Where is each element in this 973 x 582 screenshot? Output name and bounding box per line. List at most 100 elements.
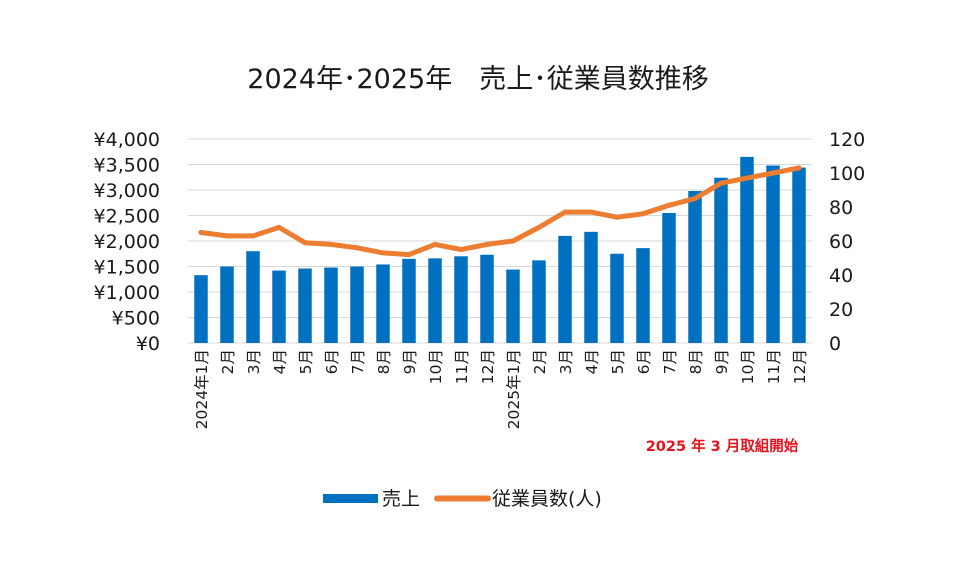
line-series <box>198 165 802 258</box>
line-point <box>796 165 802 171</box>
annotation-start: 2025 年 3 月取組開始 <box>646 437 799 455</box>
line-point <box>458 247 464 252</box>
bar <box>428 258 442 343</box>
line-point <box>276 224 282 230</box>
y-right-tick-label: 0 <box>829 333 841 355</box>
line-point <box>510 238 516 244</box>
y-right-tick-label: 100 <box>829 163 865 185</box>
bar <box>246 251 260 343</box>
line-point <box>562 209 568 215</box>
legend: 売上 従業員数(人) <box>323 488 602 510</box>
x-tick-label: 2024年1月 <box>193 349 211 429</box>
x-axis: 2024年1月 2月 3月 4月 5月 6月 7月 8月 9月 10月 11月 12月 2025年1月 2… <box>193 349 809 429</box>
x-tick-label: 4月 <box>271 349 289 374</box>
bar <box>454 256 468 343</box>
x-tick-label: 3月 <box>245 349 263 374</box>
bar <box>558 235 572 343</box>
line-point <box>380 250 386 256</box>
bar <box>688 191 702 343</box>
x-tick-label: 9月 <box>401 349 419 374</box>
line-point <box>692 196 698 201</box>
x-tick-label: 2月 <box>531 349 549 374</box>
bar <box>376 264 390 343</box>
x-tick-label: 10月 <box>427 349 445 384</box>
x-tick-label: 9月 <box>713 349 731 374</box>
legend-swatch-sales <box>323 494 378 503</box>
x-tick-label: 7月 <box>661 349 679 374</box>
y-right-tick-label: 20 <box>829 299 853 321</box>
y-left-tick-label: ¥3,500 <box>94 155 160 177</box>
bar <box>298 268 312 343</box>
x-tick-label: 6月 <box>323 349 341 374</box>
y-left-tick-label: ¥0 <box>136 333 160 355</box>
x-tick-label: 2月 <box>219 349 237 374</box>
bar <box>272 270 286 343</box>
bar <box>662 212 676 343</box>
chart-title: 2024年･2025年 売上･従業員数推移 <box>247 64 708 95</box>
bar <box>714 177 728 343</box>
y-axis-left: ¥0 ¥500 ¥1,000 ¥1,500 ¥2,000 ¥2,500 ¥3,000 ¥3,5… <box>94 129 160 355</box>
x-tick-label: 12月 <box>791 349 809 384</box>
x-tick-label: 2025年1月 <box>505 349 523 429</box>
x-tick-label: 11月 <box>453 349 471 384</box>
y-left-tick-label: ¥1,000 <box>94 282 160 304</box>
bar <box>740 156 754 343</box>
bar <box>220 266 234 343</box>
y-left-tick-label: ¥1,500 <box>94 257 160 279</box>
line-point <box>302 240 308 246</box>
x-tick-label: 7月 <box>349 349 367 374</box>
line-point <box>666 202 672 208</box>
x-tick-label: 12月 <box>479 349 497 384</box>
x-tick-label: 6月 <box>635 349 653 374</box>
y-axis-right: 0 20 40 60 80 100 120 <box>829 129 865 355</box>
legend-label-sales: 売上 <box>382 488 420 510</box>
x-tick-label: 5月 <box>609 349 627 374</box>
line-point <box>640 211 646 217</box>
bar <box>402 258 416 343</box>
line-point <box>588 209 594 215</box>
x-tick-label: 3月 <box>557 349 575 374</box>
line-point <box>198 230 204 235</box>
bar <box>194 275 208 343</box>
bar <box>792 167 806 343</box>
line-point <box>770 170 776 176</box>
line-point <box>224 233 230 239</box>
y-right-tick-label: 120 <box>829 129 865 151</box>
line-path <box>198 165 802 258</box>
bar <box>350 266 364 343</box>
y-left-tick-label: ¥4,000 <box>94 129 160 151</box>
line-point <box>614 214 620 220</box>
x-tick-label: 4月 <box>583 349 601 374</box>
x-tick-label: 11月 <box>765 349 783 384</box>
bar <box>584 231 598 343</box>
y-right-tick-label: 60 <box>829 231 853 253</box>
line-point <box>718 180 724 186</box>
line-point <box>406 252 412 258</box>
y-left-tick-label: ¥2,000 <box>94 231 160 253</box>
y-left-tick-label: ¥3,000 <box>94 180 160 202</box>
x-tick-label: 10月 <box>739 349 757 384</box>
line-point <box>744 175 750 181</box>
bar <box>506 269 520 343</box>
line-point <box>250 233 256 239</box>
x-tick-label: 8月 <box>375 349 393 374</box>
y-right-tick-label: 40 <box>829 265 853 287</box>
line-point <box>328 241 334 247</box>
bar-series <box>194 156 806 343</box>
bar <box>636 248 650 343</box>
bar <box>766 165 780 343</box>
bar <box>532 260 546 343</box>
line-point <box>354 245 360 251</box>
y-right-tick-label: 80 <box>829 197 853 219</box>
bar <box>324 267 338 343</box>
legend-label-employees: 従業員数(人) <box>492 488 602 510</box>
x-tick-label: 8月 <box>687 349 705 374</box>
bar <box>480 254 494 343</box>
line-point <box>432 241 438 247</box>
line-point <box>536 224 542 230</box>
y-left-tick-label: ¥2,500 <box>94 206 160 228</box>
line-point <box>484 241 490 247</box>
bar <box>610 253 624 343</box>
y-left-tick-label: ¥500 <box>112 308 160 330</box>
